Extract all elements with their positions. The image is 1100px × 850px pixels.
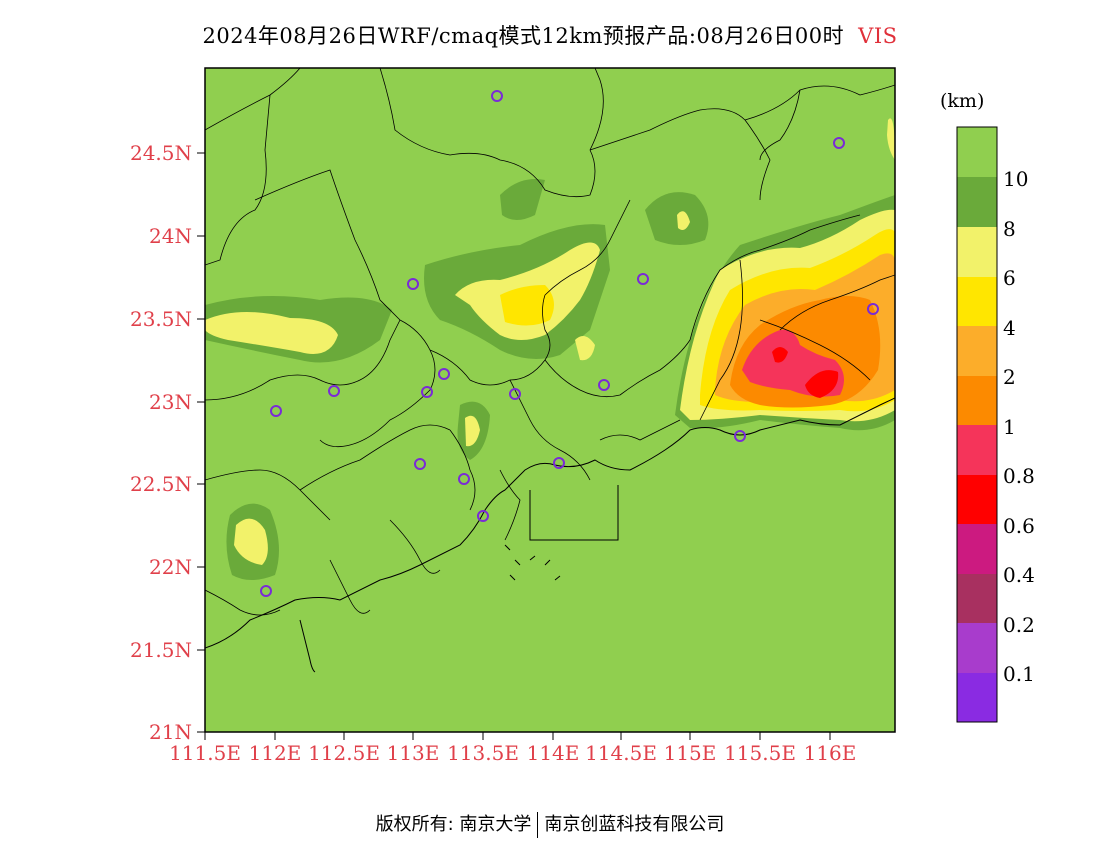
colorbar-label: 6	[1003, 266, 1016, 290]
colorbar-label: 0.6	[1003, 514, 1035, 538]
lon-tick-label: 111.5E	[169, 741, 241, 765]
city-marker	[421, 386, 433, 398]
colorbar-label: 0.2	[1003, 613, 1035, 637]
colorbar-swatch	[957, 673, 997, 722]
lat-axis: 24.5N 24N 23.5N 23N 22.5N 22N 21.5N 21N	[130, 141, 205, 744]
colorbar-label: 2	[1003, 365, 1016, 389]
copyright-footer: 版权所有: 南京大学 南京创蓝科技有限公司	[0, 810, 1100, 838]
copyright-owner: 版权所有: 南京大学	[375, 814, 532, 835]
title-text: 2024年08月26日WRF/cmaq模式12km预报产品:08月26日00时	[202, 24, 845, 48]
contour-6km-north	[677, 211, 690, 230]
lat-tick-label: 21.5N	[130, 638, 192, 662]
lon-tick-label: 112.5E	[308, 741, 380, 765]
colorbar-unit: (km)	[940, 90, 985, 112]
colorbar-label: 8	[1003, 217, 1016, 241]
visibility-contours	[205, 118, 895, 580]
lon-tick-label: 113.5E	[447, 741, 519, 765]
footer-divider	[537, 812, 539, 838]
city-markers	[260, 90, 879, 597]
map-title: 2024年08月26日WRF/cmaq模式12km预报产品:08月26日00时 V…	[0, 20, 1100, 50]
colorbar-swatch	[957, 524, 997, 574]
city-marker	[553, 457, 565, 469]
colorbar-frame	[956, 126, 998, 723]
colorbar-swatch	[957, 574, 997, 623]
lon-tick-label: 114.5E	[585, 741, 657, 765]
colorbar-label: 0.4	[1003, 563, 1035, 587]
colorbar-label: 4	[1003, 316, 1016, 340]
colorbar-swatch	[957, 326, 997, 376]
plot-frame	[204, 67, 896, 733]
colorbar-swatch	[957, 376, 997, 425]
city-marker	[458, 473, 470, 485]
colorbar-swatch	[957, 277, 997, 326]
lon-axis: 111.5E 112E 112.5E 113E 113.5E 114E 114.…	[169, 732, 856, 765]
colorbar-swatch	[957, 475, 997, 524]
lat-tick-label: 22N	[149, 555, 192, 579]
contour-06km-b	[805, 370, 839, 398]
city-marker	[734, 430, 746, 442]
colorbar	[956, 126, 998, 723]
copyright-company: 南京创蓝科技有限公司	[544, 814, 725, 835]
colorbar-label: 1	[1003, 415, 1016, 439]
city-marker	[414, 458, 426, 470]
contour-06km-a	[772, 347, 788, 363]
lon-tick-label: 115.5E	[724, 741, 796, 765]
contour-4km-central	[500, 285, 554, 326]
colorbar-swatch	[957, 227, 997, 277]
lat-tick-label: 23.5N	[130, 307, 192, 331]
contour-8km-northeast	[645, 192, 709, 245]
contour-6km-edge	[887, 118, 895, 160]
contour-8km-north	[500, 179, 545, 220]
lat-tick-label: 21N	[149, 720, 192, 744]
city-marker	[407, 278, 419, 290]
colorbar-swatch	[957, 623, 997, 673]
lon-tick-label: 115E	[664, 741, 717, 765]
colorbar-label: 0.1	[1003, 662, 1035, 686]
lon-tick-label: 114E	[527, 741, 580, 765]
city-marker	[598, 379, 610, 391]
contour-6km-small	[575, 336, 595, 361]
contour-6km-southwest	[234, 518, 268, 565]
city-marker	[260, 585, 272, 597]
colorbar-swatch	[957, 177, 997, 227]
colorbar-label: 0.8	[1003, 464, 1035, 488]
city-marker	[637, 273, 649, 285]
city-marker	[867, 303, 879, 315]
colorbar-swatch	[957, 127, 997, 177]
lat-tick-label: 24N	[149, 224, 192, 248]
lon-tick-label: 113E	[387, 741, 440, 765]
title-variable: VIS	[858, 24, 898, 48]
city-marker	[477, 510, 489, 522]
lat-tick-label: 23N	[149, 390, 192, 414]
city-marker	[328, 385, 340, 397]
city-marker	[833, 137, 845, 149]
contour-6km-mid	[465, 415, 480, 447]
city-marker	[438, 368, 450, 380]
lat-tick-label: 22.5N	[130, 472, 192, 496]
contour-6km-west	[205, 311, 338, 354]
lon-tick-label: 112E	[249, 741, 302, 765]
city-marker	[491, 90, 503, 102]
coastline	[205, 397, 895, 673]
colorbar-swatch	[957, 425, 997, 475]
city-marker	[270, 405, 282, 417]
admin-boundaries	[205, 68, 895, 616]
lat-tick-label: 24.5N	[130, 141, 192, 165]
lon-tick-label: 116E	[804, 741, 857, 765]
city-marker	[509, 388, 521, 400]
colorbar-label: 10	[1003, 167, 1029, 191]
